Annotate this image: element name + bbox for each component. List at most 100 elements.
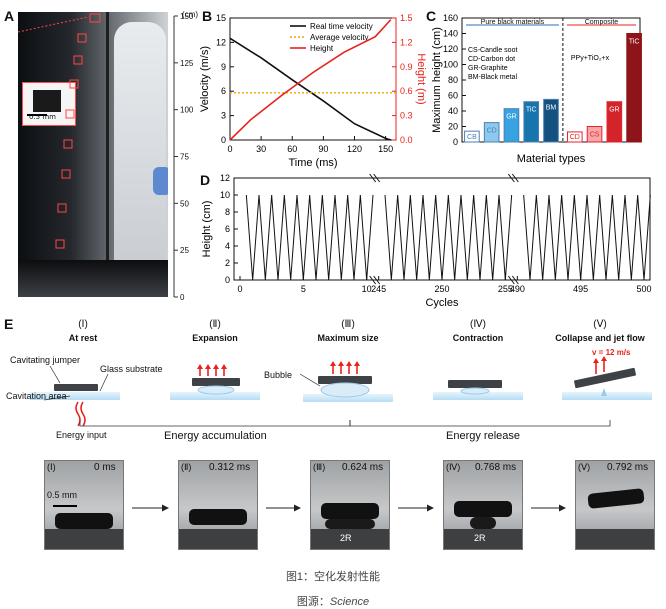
frame-2 (178, 460, 258, 550)
abbreviation-note: GR-Graphite (468, 65, 508, 72)
panel-label-b: B (202, 8, 213, 24)
inset-scale-label: 0.5 mm (29, 113, 56, 121)
figure-caption: 图1：空化发射性能 (285, 571, 381, 583)
scale-tick-label: 75 (180, 153, 189, 162)
y-tick-label: 0 (453, 137, 458, 147)
cycle-trace-3 (523, 194, 651, 281)
jumper-sample (33, 90, 61, 112)
y-tick-label: 12 (220, 173, 230, 183)
panel-label-a: A (4, 8, 15, 24)
axis-break-top (507, 173, 515, 183)
y-tick-label: 100 (443, 60, 458, 70)
y-axis-label: Maximum height (cm) (431, 27, 443, 133)
height-scale: 150 125 100 75 50 25 0 (cm) (173, 10, 198, 302)
stage-2-roman: (Ⅱ) (209, 319, 221, 330)
scale-unit: (cm) (182, 10, 198, 19)
bar-cb (464, 130, 480, 143)
frame-2-time: 0.312 ms (209, 462, 251, 473)
x-tick-label: 30 (256, 144, 266, 154)
bar-tic (523, 101, 540, 143)
y-tick-label-left: 6 (221, 86, 226, 96)
bar-label-gr: GR (609, 107, 620, 114)
y-axis-label: Height (cm) (201, 201, 213, 258)
axis-break-top (511, 173, 519, 183)
y-tick-label-left: 0 (221, 135, 226, 145)
y-tick-label-right: 1.2 (400, 37, 413, 47)
axis-break-top (373, 173, 381, 183)
bar-label-bm: BM (546, 104, 557, 111)
series-line-1 (229, 37, 392, 141)
y-tick-label: 10 (220, 190, 230, 200)
abbreviation-note: CD-Carbon dot (468, 56, 515, 63)
bar-cd (566, 131, 583, 143)
x-tick-label: 60 (287, 144, 297, 154)
frame-4-annotation: 2R (474, 533, 486, 543)
frame-5-time: 0.792 ms (607, 462, 649, 473)
y-tick-label: 2 (225, 258, 230, 268)
stage-3-roman: (Ⅲ) (341, 319, 355, 330)
y-tick-label-left: 9 (221, 62, 226, 72)
panel-label-d: D (200, 172, 211, 188)
y-tick-label-left: 15 (216, 13, 226, 23)
stage-1-title: At rest (68, 333, 98, 343)
x-tick-label: 500 (636, 284, 651, 294)
cycle-trace-1 (245, 194, 374, 281)
frame-1-roman: (Ⅰ) (47, 462, 56, 472)
jumper-stage-3 (318, 376, 372, 384)
bar-label-cd: CD (570, 134, 580, 141)
y-tick-label: 60 (448, 91, 458, 101)
legend-label-2: Average velocity (310, 33, 369, 42)
x-tick-label: 5 (301, 284, 306, 294)
launch-floor (18, 260, 168, 297)
y-tick-label-right: 0.3 (400, 111, 413, 121)
panel-label-e: E (4, 316, 14, 332)
abbreviation-note: CS-Candle soot (468, 47, 517, 54)
group-label-pure: Pure black materials (481, 19, 545, 26)
x-tick-label: 250 (434, 284, 449, 294)
frame-4 (443, 460, 523, 550)
blue-glove (153, 167, 168, 195)
scale-tick-label: 0 (180, 293, 185, 302)
x-tick-label: 150 (378, 144, 393, 154)
x-tick-label: 490 (510, 284, 525, 294)
scale-tick-label: 125 (180, 59, 194, 68)
x-tick-label: 495 (573, 284, 588, 294)
panel-label-c: C (426, 8, 437, 24)
frame-5 (575, 460, 655, 550)
scale-tick-label: 150 (180, 12, 194, 21)
stage-3-title: Maximum size (317, 333, 379, 343)
bar-label-cd: CD (487, 128, 497, 135)
y-tick-label: 6 (225, 224, 230, 234)
series-line-3 (229, 19, 392, 141)
y-tick-label: 80 (448, 75, 458, 85)
y-tick-label: 140 (443, 29, 458, 39)
bar-cs (586, 126, 603, 143)
source-name: Science (329, 596, 370, 608)
label-energy-input: Energy input (56, 430, 107, 440)
y-tick-label: 20 (448, 122, 458, 132)
y-tick-label: 8 (225, 207, 230, 217)
label-energy-accumulation: Energy accumulation (164, 430, 267, 442)
x-tick-label: 245 (371, 284, 386, 294)
y-tick-label: 4 (225, 241, 230, 251)
frame-4-roman: (Ⅳ) (446, 462, 461, 472)
bar-gr (606, 101, 623, 143)
y-tick-label-right: 1.5 (400, 13, 413, 23)
y-tick-label-right: 0.9 (400, 62, 413, 72)
y-axis-label-right: Height (m) (415, 53, 426, 104)
bar-label-tic: TiC (629, 39, 640, 46)
researcher-figure (114, 22, 166, 277)
x-axis-label: Material types (517, 153, 586, 165)
frame-sequence-arrows (132, 504, 566, 512)
scale-tick-label: 25 (180, 246, 189, 255)
axis-break-bottom (373, 275, 381, 285)
frame-5-roman: (Ⅴ) (578, 462, 591, 472)
source-label: 图源： (296, 596, 330, 608)
bar-gr (503, 108, 520, 143)
max-height-bar-chart: 0 20 40 60 80 100 120 140 160 CB CD GR TiC BM CD CS GR Ti… (431, 13, 642, 165)
cycle-trace-2 (384, 194, 513, 281)
axis-break-top (369, 173, 377, 183)
jumper-stage-2 (192, 378, 240, 386)
label-cavitating-jumper: Cavitating jumper (10, 355, 81, 365)
